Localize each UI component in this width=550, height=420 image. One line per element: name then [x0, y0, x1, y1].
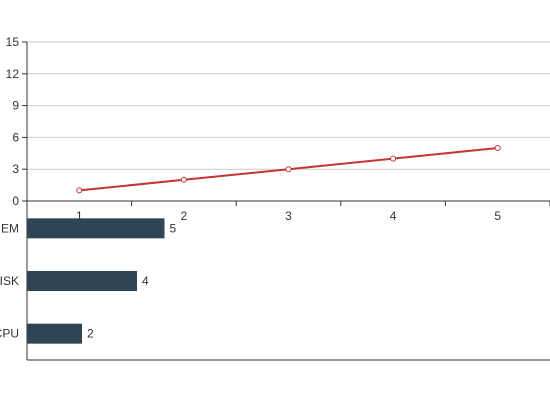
- data-point: [285, 166, 292, 173]
- x-tick-label: 4: [390, 209, 397, 223]
- data-point: [390, 155, 397, 162]
- y-tick-label: 9: [12, 99, 19, 113]
- y-tick-label: 6: [12, 130, 19, 144]
- y-tick-label: 12: [6, 67, 20, 81]
- x-tick-label: 3: [285, 209, 292, 223]
- bar-chart: CPU 2 DISK 4 MEM 5: [0, 202, 550, 361]
- data-point: [494, 145, 501, 151]
- category-label: DISK: [0, 274, 19, 288]
- data-point: [76, 187, 83, 194]
- x-tick-label: 1: [76, 209, 83, 223]
- category-label: MEM: [0, 221, 19, 235]
- bar: [27, 218, 165, 239]
- bar-value-label: 5: [170, 221, 177, 235]
- x-tick-label: 2: [181, 209, 188, 223]
- data-point: [180, 176, 187, 183]
- bar: [27, 323, 82, 344]
- y-tick-label: 3: [12, 162, 19, 176]
- y-tick-label: 0: [12, 194, 19, 208]
- x-tick-label: 5: [494, 209, 501, 223]
- bar: [27, 271, 137, 291]
- y-tick-label: 15: [6, 35, 20, 49]
- bar-value-label: 2: [87, 327, 94, 341]
- bar-value-label: 4: [142, 274, 149, 288]
- category-label: CPU: [0, 327, 19, 341]
